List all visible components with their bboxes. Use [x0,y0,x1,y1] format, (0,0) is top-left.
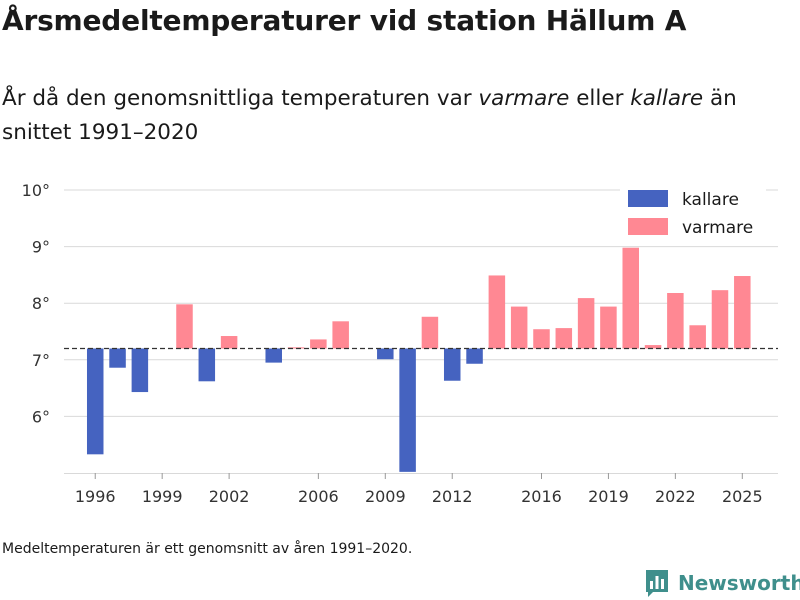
x-tick-label: 2006 [298,487,339,506]
bar-2014 [488,275,506,349]
bar-1997 [109,348,126,368]
bar-2013 [466,348,483,364]
bar-2006 [310,339,327,349]
bar-2010 [399,348,416,472]
y-tick-label: 7° [32,351,50,370]
subtitle-text-1: År då den genomsnittliga temperaturen va… [2,86,479,111]
legend-label-kallare: kallare [682,190,739,210]
subtitle-text-3: än snittet 1991–2020 [2,86,737,145]
bar-2021 [644,345,662,349]
y-tick-label: 8° [32,294,50,313]
bar-2024 [711,290,729,349]
x-tick-label: 2019 [588,487,629,506]
x-tick-label: 2016 [521,487,562,506]
footnote: Medeltemperaturen är ett genomsnitt av å… [2,541,413,557]
brand-logo: Newsworthy [644,568,800,598]
subtitle-text-2: eller [569,86,631,111]
x-axis: 1996 1999 2002 2006 2009 2012 2016 2019 2022 2025 [75,473,763,506]
bar-1998 [131,348,149,393]
subtitle-emphasis-kallare: kallare [630,86,704,111]
x-tick-label: 2022 [655,487,696,506]
bar-2025 [734,276,751,349]
x-tick-label: 2002 [209,487,250,506]
bar-2009 [377,348,394,360]
legend-swatch-varmare [628,218,668,235]
bar-chart: 6° 7° 8° 9° 10° 1996 1999 2002 2006 2009 2012 2016… [22,181,778,506]
bar-2018 [577,298,595,349]
bar-2011 [421,316,439,349]
brand-name: Newsworthy [678,571,800,595]
bar-2002 [220,336,238,349]
gridlines [64,189,778,474]
x-tick-label: 1996 [75,487,116,506]
bar-2015 [510,306,528,349]
y-tick-label: 6° [32,407,50,426]
bar-2004 [265,348,282,363]
x-tick-label: 1999 [142,487,183,506]
chart-title: Årsmedeltemperaturer vid station Hällum … [2,4,687,37]
y-tick-label: 10° [22,181,50,200]
subtitle-emphasis-varmare: varmare [478,86,570,111]
y-tick-label: 9° [32,238,50,257]
bar-2001 [198,348,216,382]
bar-2023 [689,325,706,349]
y-axis: 6° 7° 8° 9° 10° [22,181,50,426]
bar-2016 [533,329,550,349]
newsworthy-logo-icon [646,570,668,597]
x-tick-label: 2012 [432,487,473,506]
bar-2020 [622,247,639,349]
x-tick-label: 2025 [722,487,763,506]
bar-2019 [600,306,617,349]
bar-2017 [555,328,573,349]
legend-label-varmare: varmare [682,218,753,238]
bar-2007 [332,321,349,349]
x-tick-label: 2009 [365,487,406,506]
bar-2000 [176,304,193,349]
legend-swatch-kallare [628,190,668,207]
legend: kallare varmare [620,183,766,241]
bar-2012 [443,348,461,381]
bar-1996 [86,348,104,455]
chart-subtitle: År då den genomsnittliga temperaturen va… [2,82,782,150]
bar-2022 [667,293,684,349]
